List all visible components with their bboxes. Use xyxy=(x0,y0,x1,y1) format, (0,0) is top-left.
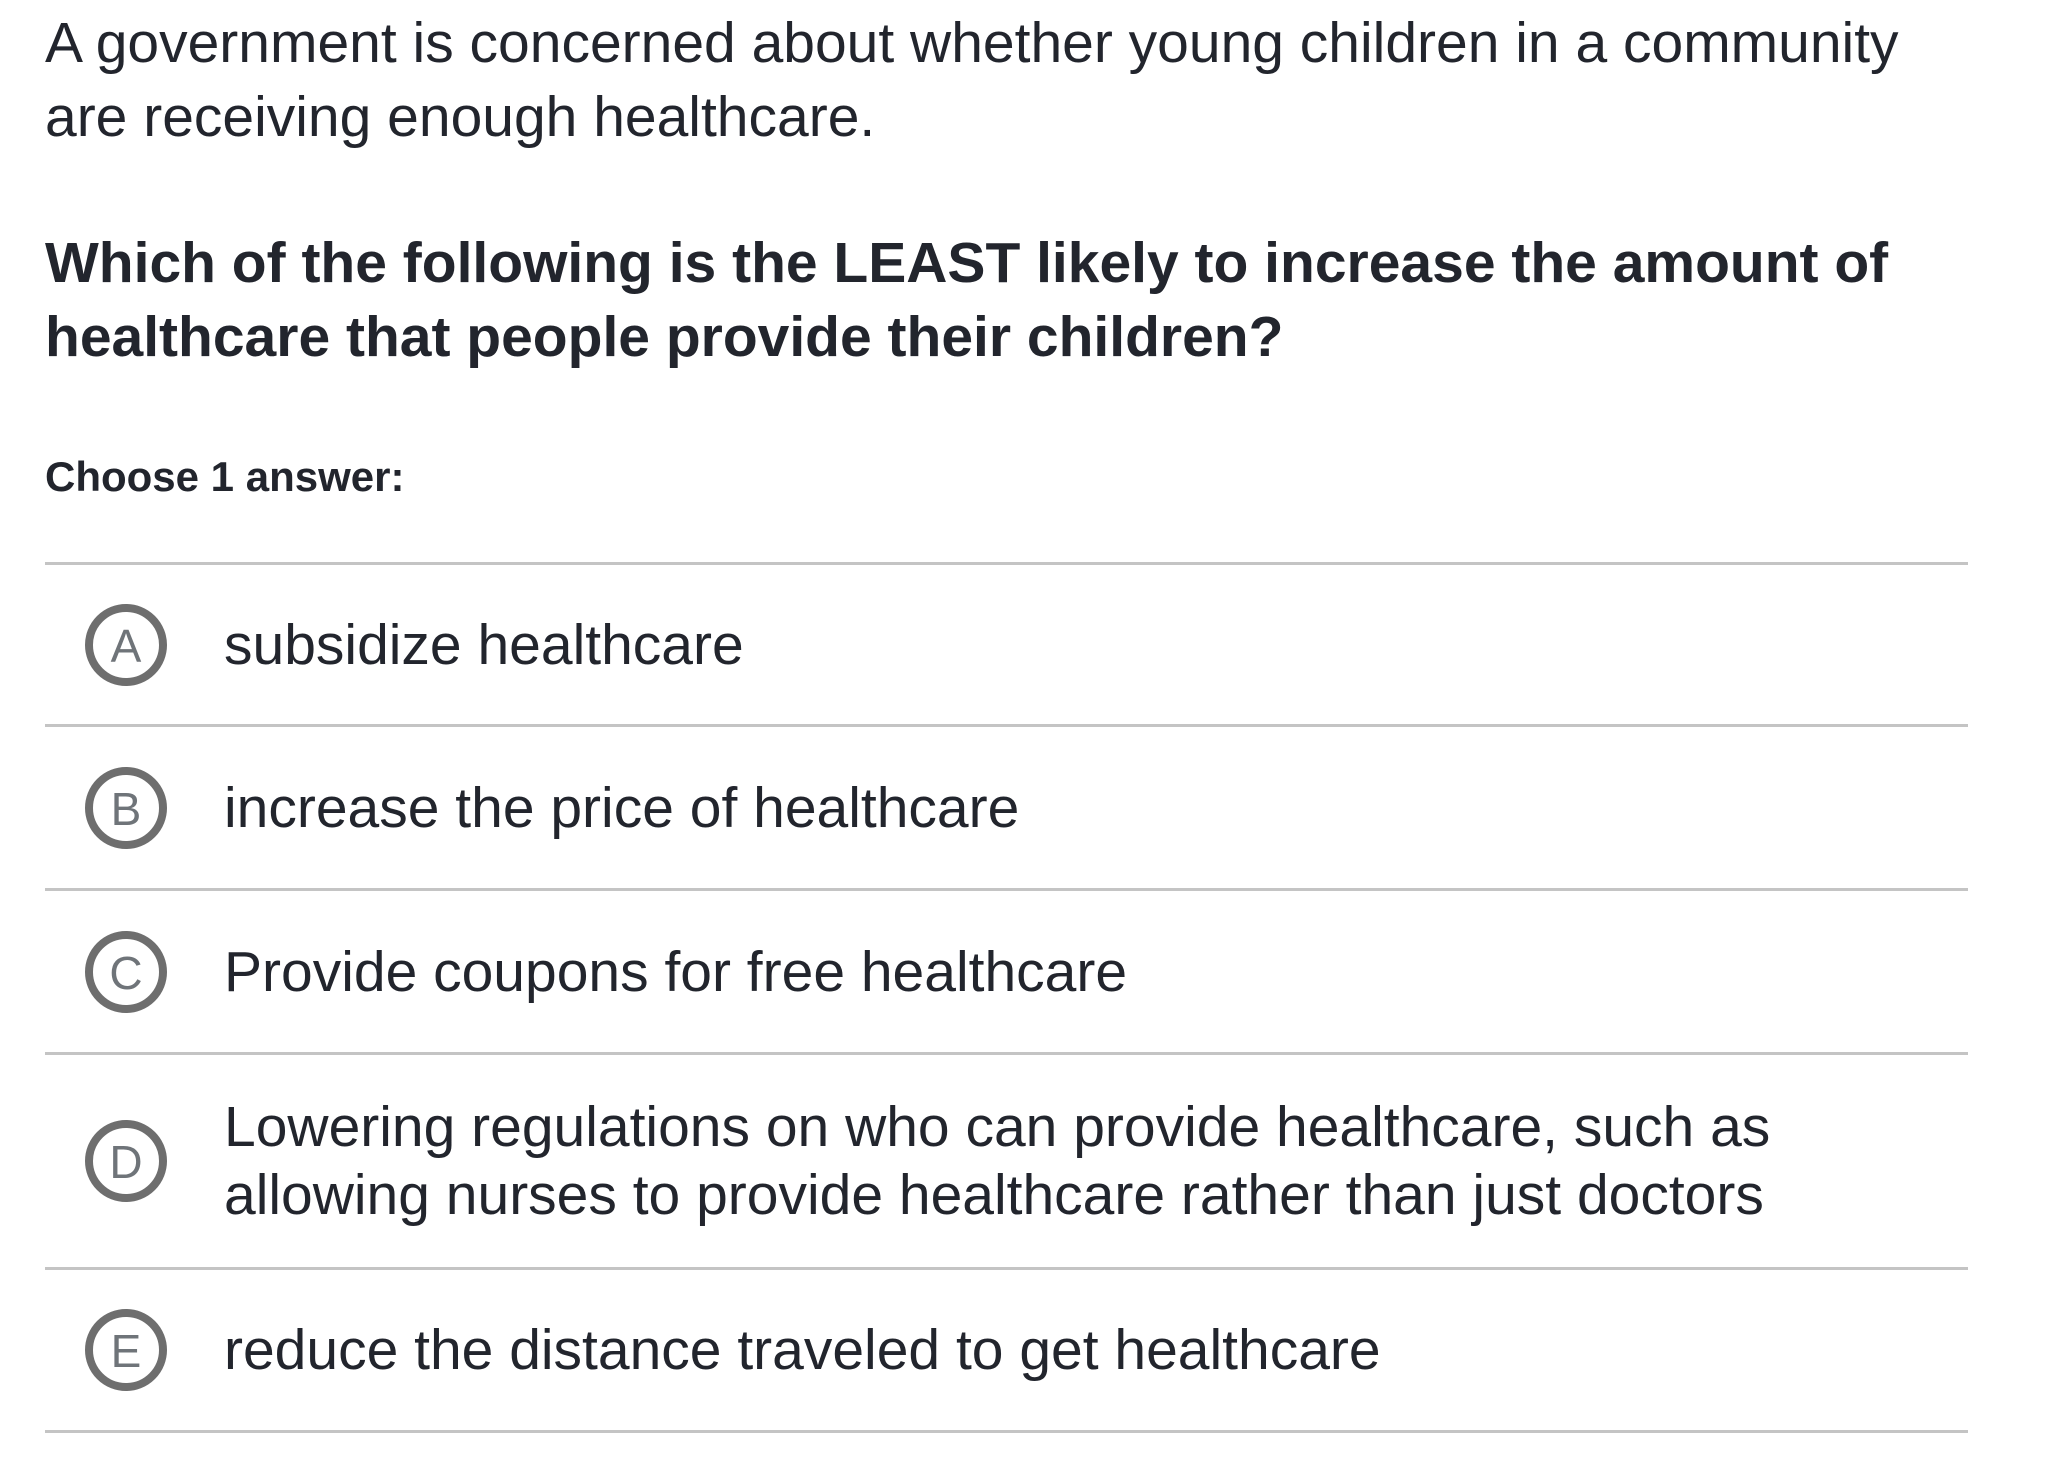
option-text-c: Provide coupons for free healthcare xyxy=(224,938,1127,1006)
option-letter-e: E xyxy=(110,1325,142,1377)
question-prompt: Which of the following is the LEAST like… xyxy=(45,226,1968,374)
answer-option-c[interactable]: C Provide coupons for free healthcare xyxy=(45,888,1968,1052)
question-stem: A government is concerned about whether … xyxy=(45,6,1968,154)
option-text-line: Lowering regulations on who can provide … xyxy=(224,1095,1771,1159)
option-letter-c: C xyxy=(109,946,143,999)
answer-options-list: A subsidize healthcare B increase the pr… xyxy=(45,562,1968,1433)
option-text-line: increase the price of healthcare xyxy=(224,775,1020,840)
option-letter-b: B xyxy=(110,782,142,835)
question-stem-line: A government is concerned about whether … xyxy=(45,11,1899,75)
answer-option-a[interactable]: A subsidize healthcare xyxy=(45,562,1968,724)
question-stem-line: are receiving enough healthcare. xyxy=(45,85,876,149)
option-letter-d: D xyxy=(109,1136,143,1188)
question-prompt-line: Which of the following is the LEAST like… xyxy=(45,231,1889,295)
question-prompt-line: healthcare that people provide their chi… xyxy=(45,305,1284,369)
option-text-e: reduce the distance traveled to get heal… xyxy=(224,1316,1381,1384)
option-letter-a: A xyxy=(110,619,142,672)
option-text-line: reduce the distance traveled to get heal… xyxy=(224,1318,1381,1382)
radio-button-e[interactable]: E xyxy=(85,1309,167,1391)
radio-button-c[interactable]: C xyxy=(85,930,167,1013)
answer-option-b[interactable]: B increase the price of healthcare xyxy=(45,724,1968,888)
option-text-b: increase the price of healthcare xyxy=(224,774,1019,842)
option-text-line: allowing nurses to provide healthcare ra… xyxy=(224,1163,1764,1227)
option-text-d: Lowering regulations on who can provide … xyxy=(224,1093,1770,1229)
option-text-line: subsidize healthcare xyxy=(224,612,744,677)
option-text-a: subsidize healthcare xyxy=(224,611,744,679)
option-text-line: Provide coupons for free healthcare xyxy=(224,939,1128,1004)
radio-button-d[interactable]: D xyxy=(85,1120,167,1202)
radio-button-a[interactable]: A xyxy=(85,603,167,686)
choose-answer-label: Choose 1 answer: xyxy=(45,453,405,500)
radio-button-b[interactable]: B xyxy=(85,766,167,849)
answer-option-d[interactable]: D Lowering regulations on who can provid… xyxy=(45,1052,1968,1267)
answer-option-e[interactable]: E reduce the distance traveled to get he… xyxy=(45,1267,1968,1430)
